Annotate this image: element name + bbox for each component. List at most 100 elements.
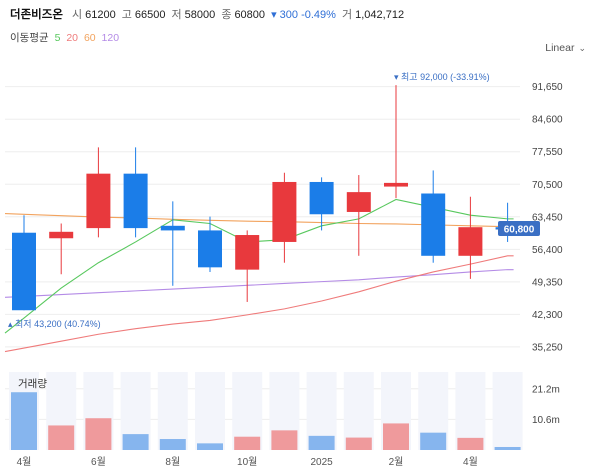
volume-label: 거 [342,9,353,21]
x-tick-label: 4월 [17,456,32,468]
candle-body [421,193,446,256]
volume-column-bg [455,372,486,450]
ma120-label[interactable]: 120 [101,32,120,44]
moving-average-lines [4,198,514,353]
high-value: 66500 [134,9,166,21]
y-tick-label: 91,650 [532,82,563,93]
candle [160,201,185,286]
candle [235,230,260,302]
ma60-label[interactable]: 60 [83,32,96,44]
volume-bar [85,418,112,450]
stock-name: 더존비즈온 [10,9,63,21]
volume-bar [11,392,37,450]
current-price-label: 60,800 [504,225,535,236]
ma120-line [4,269,514,298]
volume-bar [122,434,149,450]
x-tick-label: 8월 [165,456,180,468]
x-tick-label: 4월 [463,456,478,468]
candle [12,215,36,311]
low-value: 58000 [184,9,216,21]
candles [12,85,523,311]
candle [384,85,408,199]
volume-bar [271,430,298,450]
y-tick-label: 84,600 [532,115,563,126]
candle-body [309,181,334,215]
candle-body [346,192,371,212]
candle-body [458,227,483,256]
open-label: 시 [71,9,83,21]
close-value: 60800 [234,9,266,21]
change-value: ▾ 300 -0.49% [271,9,336,21]
stock-header: 더존비즈온 시 61200 고 66500 저 58000 종 60800 ▾ 300 … [10,6,407,24]
ma5-line [4,198,514,334]
candle-body [12,232,36,311]
candle [272,172,297,263]
volume-bar [234,436,261,450]
candle [309,177,334,231]
candle-body [123,173,148,229]
volume-bar [383,423,409,450]
y-tick-label: 35,250 [532,342,563,353]
volume-bar [48,425,75,450]
scale-label: Linear [545,42,575,54]
y-axis: 91,650 84,600 77,550 70,500 63,450 56,400 49,3… [498,82,563,426]
chevron-down-icon: ⌄ [578,43,586,53]
y-tick-label: 70,500 [532,180,563,191]
candle-body [86,173,111,229]
ma5-label[interactable]: 5 [54,32,61,44]
candle-body [198,230,222,268]
candle [123,147,148,238]
y-tick-label: 49,350 [532,277,563,288]
volume-bar [308,435,335,450]
volume-bar [159,439,186,450]
annotations: ▾ 최고 92,000 (-33.91%) ▴ 최저 43,200 (40.74%… [8,72,490,329]
candle-body [384,182,408,187]
y-tick-label: 56,400 [532,245,563,256]
volume-column-bg [492,372,523,450]
candle [198,216,222,272]
volume-column-bg [195,372,225,450]
candle [421,170,446,263]
volume-bar [457,437,484,450]
x-tick-label: 6월 [91,456,106,468]
x-tick-label: 2월 [389,456,404,468]
candle-body [235,235,260,270]
y-tick-label: 77,550 [532,147,563,158]
x-axis: 4월 6월 8월 10월 2025 2월 4월 [17,456,478,468]
candle-body [160,225,185,231]
volume-column-bg [343,372,374,450]
candle [458,196,483,279]
volume-bars [11,392,521,450]
volume-tick-label: 10.6m [532,415,560,426]
close-label: 종 [221,9,232,21]
volume-column-bg [157,372,188,450]
volume-bar [345,437,372,450]
ma60-line [4,213,514,228]
candle [49,223,74,275]
candle-body [272,181,297,242]
volume-value: 1,042,712 [355,9,405,21]
x-tick-label: 10월 [237,456,257,468]
moving-average-legend: 이동평균 5 20 60 120 [10,30,122,45]
x-tick-label: 2025 [310,457,333,468]
low-label: 저 [171,9,182,21]
high-note: ▾ 최고 92,000 (-33.91%) [394,72,490,82]
candle-body [49,231,74,239]
candle [86,147,111,238]
volume-tick-label: 21.2m [532,384,560,395]
ma-label: 이동평균 [10,32,49,44]
ma20-line [4,255,514,353]
low-note: ▴ 최저 43,200 (40.74%) [8,319,101,329]
volume-title: 거래량 [18,378,47,390]
volume-bar [197,443,223,450]
current-price-tag [498,221,540,237]
open-value: 61200 [85,9,116,21]
candle [346,175,371,256]
scale-dropdown[interactable]: Linear ⌄ [545,42,586,54]
y-tick-label: 63,450 [532,212,563,223]
high-label: 고 [121,9,132,21]
y-tick-label: 42,300 [532,310,563,321]
volume-bar [420,432,447,450]
ma20-label[interactable]: 20 [66,32,79,44]
